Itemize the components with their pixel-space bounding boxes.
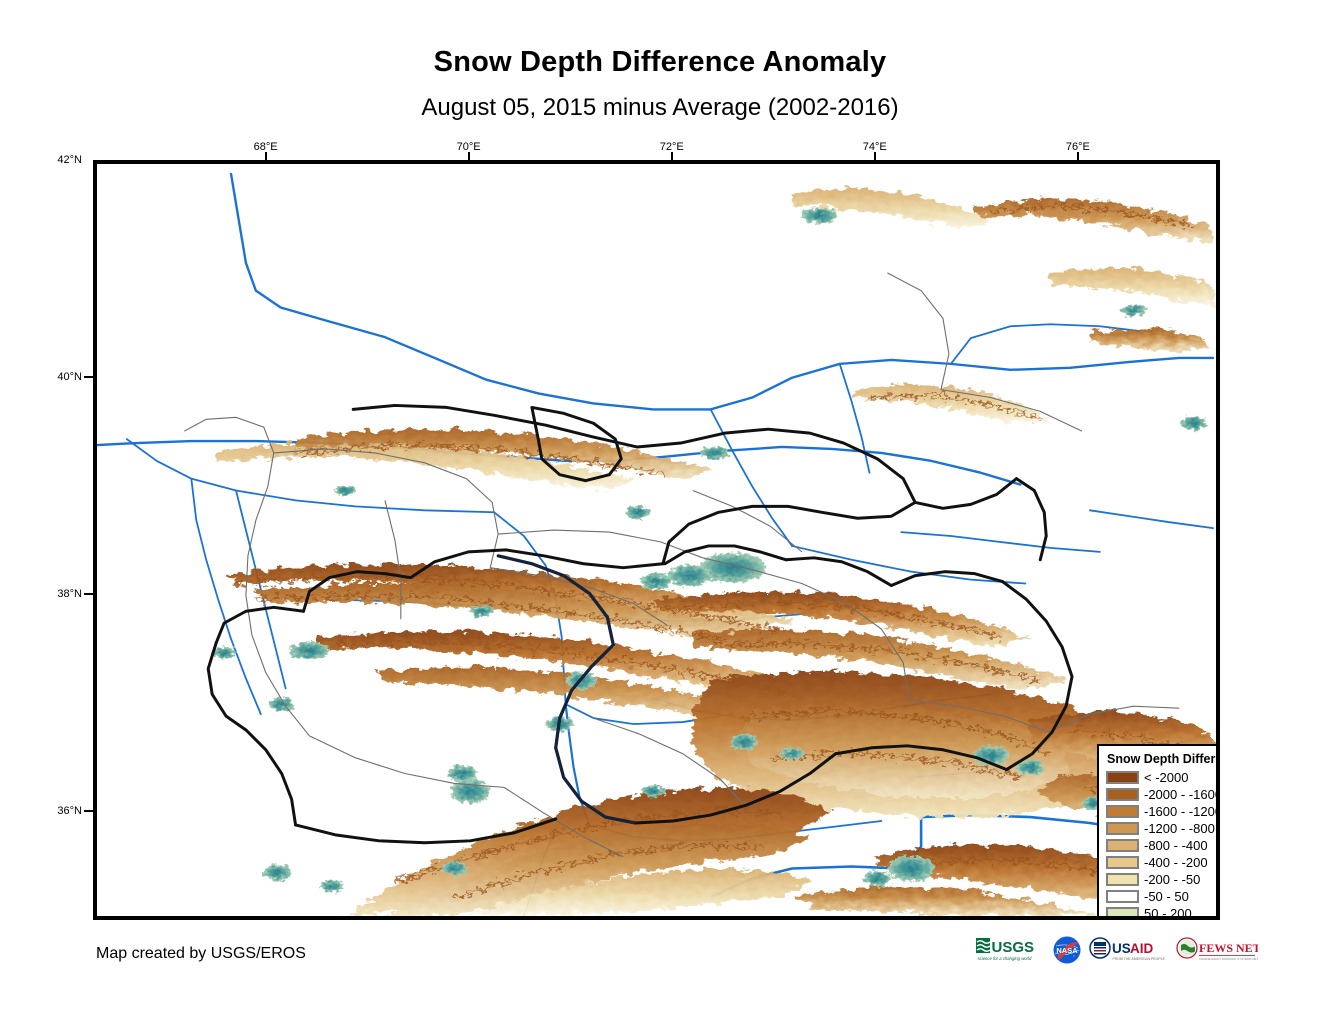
legend-entry: -400 - -200 [1106, 854, 1216, 871]
focus-country-outline [497, 554, 636, 825]
legend-swatch [1106, 805, 1139, 818]
map-legend[interactable]: Snow Depth Difference (mm) < -2000 -2000 … [1097, 744, 1220, 920]
agency-logo-strip: USGS science for a changing world NASA U… [975, 933, 1258, 967]
latitude-tick [84, 810, 93, 813]
legend-swatch [1106, 856, 1139, 869]
map-credit: Map created by USGS/EROS [96, 945, 306, 962]
legend-swatch [1106, 839, 1139, 852]
usgs-logo[interactable]: USGS science for a changing world [975, 935, 1045, 965]
longitude-label: 74°E [862, 141, 887, 153]
usaid-logo[interactable]: US AID FROM THE AMERICAN PEOPLE [1089, 935, 1169, 965]
legend-entry: -1600 - -1200 [1106, 803, 1220, 820]
fews-net-logo-icon: FEWS NET FAMINE EARLY WARNING SYSTEMS NE… [1176, 937, 1259, 961]
longitude-tick [467, 152, 470, 161]
legend-swatch [1106, 907, 1139, 916]
legend-entry: < -2000 [1106, 769, 1216, 786]
legend-entry-label: < -2000 [1144, 770, 1189, 785]
legend-title: Snow Depth Difference (mm) [1107, 752, 1216, 766]
longitude-tick [873, 152, 876, 161]
svg-text:science for a changing world: science for a changing world [978, 956, 1033, 961]
page-title: Snow Depth Difference Anomaly [433, 46, 887, 78]
usgs-logo-icon: USGS science for a changing world [976, 938, 1035, 961]
legend-entry-label: -800 - -400 [1144, 838, 1208, 853]
latitude-tick [84, 593, 93, 596]
legend-entry-label: -400 - -200 [1144, 855, 1208, 870]
legend-entry-list: < -2000 -2000 - -1600 -1600 - -1200 -1200 -… [1106, 769, 1220, 920]
legend-swatch [1106, 771, 1139, 784]
usaid-logo-icon: US AID FROM THE AMERICAN PEOPLE [1089, 937, 1166, 961]
map-raster [97, 164, 1216, 916]
svg-text:AID: AID [1130, 941, 1154, 956]
legend-entry: -200 - -50 [1106, 871, 1216, 888]
legend-entry-label: -2000 - -1600 [1144, 787, 1220, 802]
longitude-label: 72°E [659, 141, 684, 153]
fews-net-logo[interactable]: FEWS NET FAMINE EARLY WARNING SYSTEMS NE… [1176, 935, 1258, 965]
latitude-tick [84, 376, 93, 379]
latitude-label: 40°N [57, 371, 82, 384]
legend-swatch [1106, 873, 1139, 886]
longitude-label: 70°E [456, 141, 481, 153]
legend-swatch [1106, 822, 1139, 835]
svg-text:USGS: USGS [992, 939, 1035, 956]
legend-swatch [1106, 890, 1139, 903]
svg-text:US: US [1112, 941, 1131, 956]
longitude-tick [264, 152, 267, 161]
svg-text:NASA: NASA [1056, 946, 1078, 955]
page-subtitle: August 05, 2015 minus Average (2002-2016… [421, 94, 899, 121]
legend-entry-label: -1200 - -800 [1144, 821, 1215, 836]
legend-entry: 50 - 200 [1106, 905, 1216, 920]
legend-entry: -800 - -400 [1106, 837, 1216, 854]
nasa-logo[interactable]: NASA [1052, 935, 1082, 965]
svg-text:FROM THE AMERICAN PEOPLE: FROM THE AMERICAN PEOPLE [1113, 957, 1166, 961]
legend-entry: -2000 - -1600 [1106, 786, 1220, 803]
legend-entry: -1200 - -800 [1106, 820, 1216, 837]
legend-entry-label: -50 - 50 [1144, 889, 1189, 904]
legend-entry-label: -1600 - -1200 [1144, 804, 1220, 819]
latitude-label: 36°N [57, 805, 82, 818]
longitude-label: 68°E [253, 141, 278, 153]
map-frame[interactable]: Snow Depth Difference (mm) < -2000 -2000 … [93, 160, 1220, 920]
province-boundaries [184, 272, 1180, 858]
nasa-logo-icon: NASA [1053, 936, 1081, 964]
svg-text:FAMINE EARLY WARNING SYSTEMS N: FAMINE EARLY WARNING SYSTEMS NETWORK [1200, 957, 1259, 961]
country-boundaries [206, 403, 1074, 845]
latitude-label: 38°N [57, 588, 82, 601]
legend-entry-label: -200 - -50 [1144, 872, 1201, 887]
longitude-tick [670, 152, 673, 161]
longitude-label: 76°E [1065, 141, 1090, 153]
latitude-label: 42°N [57, 154, 82, 166]
legend-swatch [1106, 788, 1139, 801]
longitude-tick [1076, 152, 1079, 161]
legend-entry: -50 - 50 [1106, 888, 1216, 905]
legend-entry-label: 50 - 200 [1144, 906, 1192, 920]
svg-text:FEWS NET: FEWS NET [1199, 941, 1258, 955]
